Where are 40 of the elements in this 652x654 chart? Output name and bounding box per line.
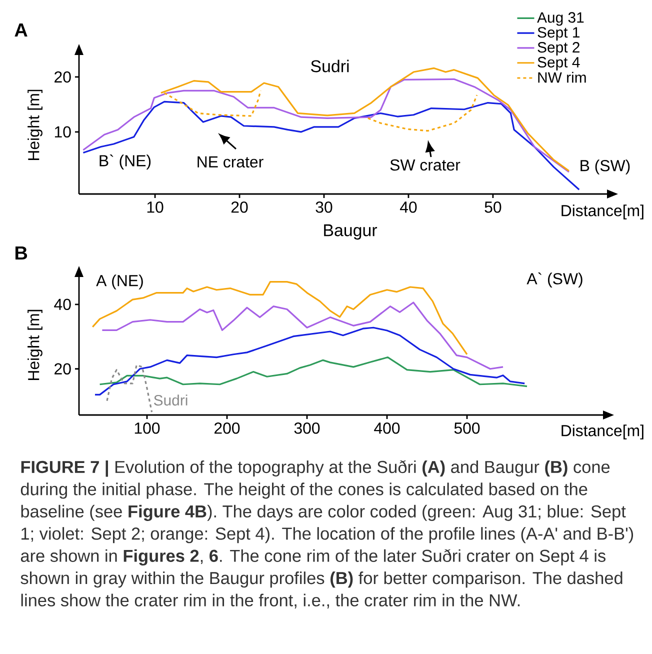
legend-label: Sept 1 <box>538 27 580 41</box>
line-series <box>101 302 504 370</box>
y-tick-label: 10 <box>54 126 71 138</box>
legend-label: Sept 4 <box>538 56 580 70</box>
annotation: B` (NE) <box>100 154 151 170</box>
x-tick-label: 10 <box>147 202 164 213</box>
y-axis-title: Height [m] <box>28 310 42 380</box>
line-series <box>99 356 528 388</box>
x-tick-label: 20 <box>231 202 248 213</box>
x-axis-title: Distance[m] <box>562 204 644 220</box>
line-series <box>82 100 580 190</box>
y-tick-label: 40 <box>54 298 71 310</box>
x-tick-label: 200 <box>214 422 240 434</box>
annotation: SW crater <box>390 159 460 171</box>
chart-title: Baugur <box>324 224 378 240</box>
series-label: Sudri <box>154 394 188 406</box>
x-tick-label: 40 <box>400 202 417 213</box>
y-tick-label: 20 <box>54 363 71 375</box>
y-tick-label: 20 <box>54 71 71 83</box>
x-tick-label: 300 <box>294 422 320 434</box>
annotation: B (SW) <box>580 160 630 174</box>
annotation: A` (SW) <box>526 272 582 288</box>
chart-title: Sudri <box>311 60 349 72</box>
legend-label: NW rim <box>538 72 586 83</box>
line-series <box>94 326 526 396</box>
annotation: A (NE) <box>96 274 143 290</box>
x-tick-label: 500 <box>454 422 480 434</box>
text: FIGURE 7 | Evolution of the topography at the Suðri (A) and Baugur (B) cone during the initial phase. The height of the cones is calculated based on the baseline (see Figure 4B). The days are color coded (green: Aug 31; blue: Sept 1; violet: Sept 2; orange: Sept 4). The location of the profile lines (A-A' and B-B') are shown in Figures 2, 6. The cone rim of the later Suðri crater on Sept 4 is shown in gray within the Baugur profiles (B) for better comparison. The dashed lines show the crater rim in the front, i.e., the crater rim in the NW. <box>20 460 634 608</box>
y-axis-title: Height [m] <box>28 90 42 160</box>
legend-label: Aug 31 <box>537 12 584 26</box>
x-axis-title: Distance[m] <box>562 424 644 440</box>
text: A <box>14 23 28 36</box>
x-tick-label: 50 <box>484 202 502 213</box>
x-tick-label: 400 <box>374 422 400 434</box>
x-tick-label: 100 <box>134 422 160 434</box>
text: B <box>15 246 28 260</box>
annotation: NE crater <box>198 156 264 168</box>
line-series <box>106 364 153 413</box>
legend-label: Sept 2 <box>538 42 580 56</box>
x-tick-label: 30 <box>316 202 332 213</box>
